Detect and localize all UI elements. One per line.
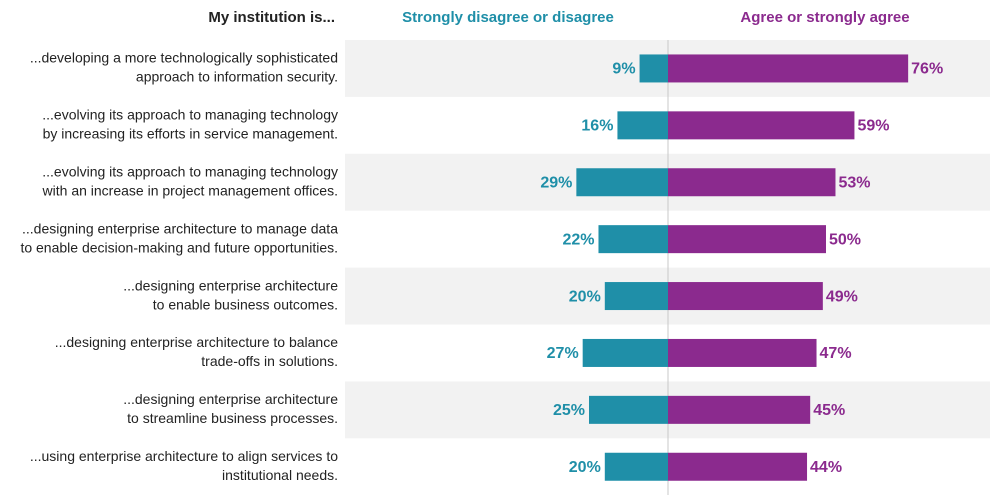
value-label: 27% <box>547 345 579 362</box>
bar <box>617 111 668 140</box>
bar <box>604 282 668 311</box>
category-label: approach to information security. <box>136 69 338 85</box>
category-label: institutional needs. <box>222 467 338 483</box>
bar <box>639 54 668 83</box>
bar <box>576 168 668 197</box>
value-label: 50% <box>829 231 861 248</box>
category-label: to enable business outcomes. <box>153 296 338 312</box>
bar <box>668 225 826 254</box>
value-label: 59% <box>857 118 889 135</box>
value-label: 22% <box>562 231 594 248</box>
value-label: 44% <box>810 459 842 476</box>
value-label: 45% <box>813 402 845 419</box>
category-label: ...evolving its approach to managing tec… <box>42 107 338 123</box>
value-label: 49% <box>826 288 858 305</box>
category-label: with an increase in project management o… <box>42 182 338 198</box>
category-label: to enable decision-making and future opp… <box>20 239 338 255</box>
value-label: 20% <box>569 288 601 305</box>
bar <box>668 168 836 197</box>
category-label: ...designing enterprise architecture to … <box>55 334 338 350</box>
bar <box>668 395 811 424</box>
category-label: ...designing enterprise architecture to … <box>22 220 338 236</box>
bar <box>668 452 808 481</box>
value-label: 76% <box>911 61 943 78</box>
legend-label: Agree or strongly agree <box>740 9 909 26</box>
value-label: 20% <box>569 459 601 476</box>
category-label: ...developing a more technologically sop… <box>30 50 338 66</box>
bar <box>668 54 909 83</box>
bar <box>604 452 668 481</box>
row-header: My institution is... <box>208 9 335 26</box>
value-label: 9% <box>612 61 635 78</box>
category-label: by increasing its efforts in service man… <box>43 126 338 142</box>
category-label: ...designing enterprise architecture <box>123 277 338 293</box>
value-label: 25% <box>553 402 585 419</box>
bar <box>668 111 855 140</box>
category-label: trade-offs in solutions. <box>201 353 338 369</box>
bar <box>582 338 668 367</box>
bar <box>589 395 668 424</box>
category-label: to streamline business processes. <box>127 410 338 426</box>
value-label: 53% <box>838 174 870 191</box>
category-label: ...evolving its approach to managing tec… <box>42 163 338 179</box>
value-label: 29% <box>540 174 572 191</box>
bar <box>598 225 668 254</box>
legend-label: Strongly disagree or disagree <box>402 9 614 26</box>
value-label: 47% <box>820 345 852 362</box>
category-label: ...designing enterprise architecture <box>123 391 338 407</box>
bar <box>668 338 817 367</box>
bar <box>668 282 823 311</box>
value-label: 16% <box>581 118 613 135</box>
category-label: ...using enterprise architecture to alig… <box>30 448 338 464</box>
